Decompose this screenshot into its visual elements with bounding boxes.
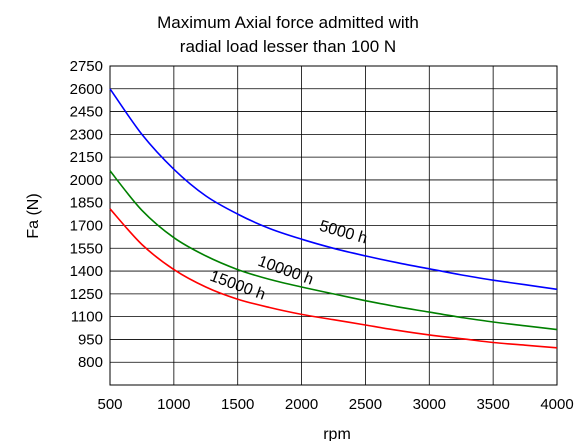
y-tick-label: 2300	[70, 126, 103, 143]
x-tick-label: 2000	[285, 396, 318, 413]
x-tick-label: 4000	[540, 396, 573, 413]
series-line-15000-h	[109, 208, 558, 349]
y-tick-label: 2150	[70, 149, 103, 166]
y-tick-label: 950	[78, 331, 103, 348]
tick-labels: 800 950 1100 1250 1400 1550 1700 1850 2000 2150 23…	[70, 58, 574, 413]
plot-frame	[109, 65, 558, 386]
y-tick-label: 1550	[70, 240, 103, 257]
y-tick-label: 2600	[70, 81, 103, 98]
x-axis-label: rpm	[323, 426, 351, 441]
x-tick-label: 3500	[476, 396, 509, 413]
y-tick-label: 2000	[70, 172, 103, 189]
y-tick-label: 1250	[70, 286, 103, 303]
y-tick-label: 2450	[70, 104, 103, 121]
series-line-10000-h	[109, 170, 558, 331]
x-tick-label: 500	[97, 396, 122, 413]
series-lines	[109, 88, 558, 349]
y-tick-label: 1850	[70, 195, 103, 212]
axes	[109, 65, 558, 386]
chart-title-line-1: Maximum Axial force admitted with	[157, 13, 419, 32]
series-label-5000-h: 5000 h	[317, 218, 369, 248]
series-line-5000-h	[109, 88, 558, 291]
y-tick-label: 800	[78, 354, 103, 371]
y-tick-label: 1100	[71, 309, 103, 326]
x-tick-label: 1500	[221, 396, 254, 413]
x-tick-label: 1000	[157, 396, 190, 413]
chart-title-line-2: radial load lesser than 100 N	[180, 37, 396, 56]
y-tick-label: 2750	[70, 58, 103, 75]
y-axis-label: Fa (N)	[25, 193, 42, 238]
x-tick-label: 2500	[349, 396, 382, 413]
y-tick-label: 1400	[70, 263, 103, 280]
x-tick-label: 3000	[413, 396, 446, 413]
y-tick-label: 1700	[70, 218, 103, 235]
